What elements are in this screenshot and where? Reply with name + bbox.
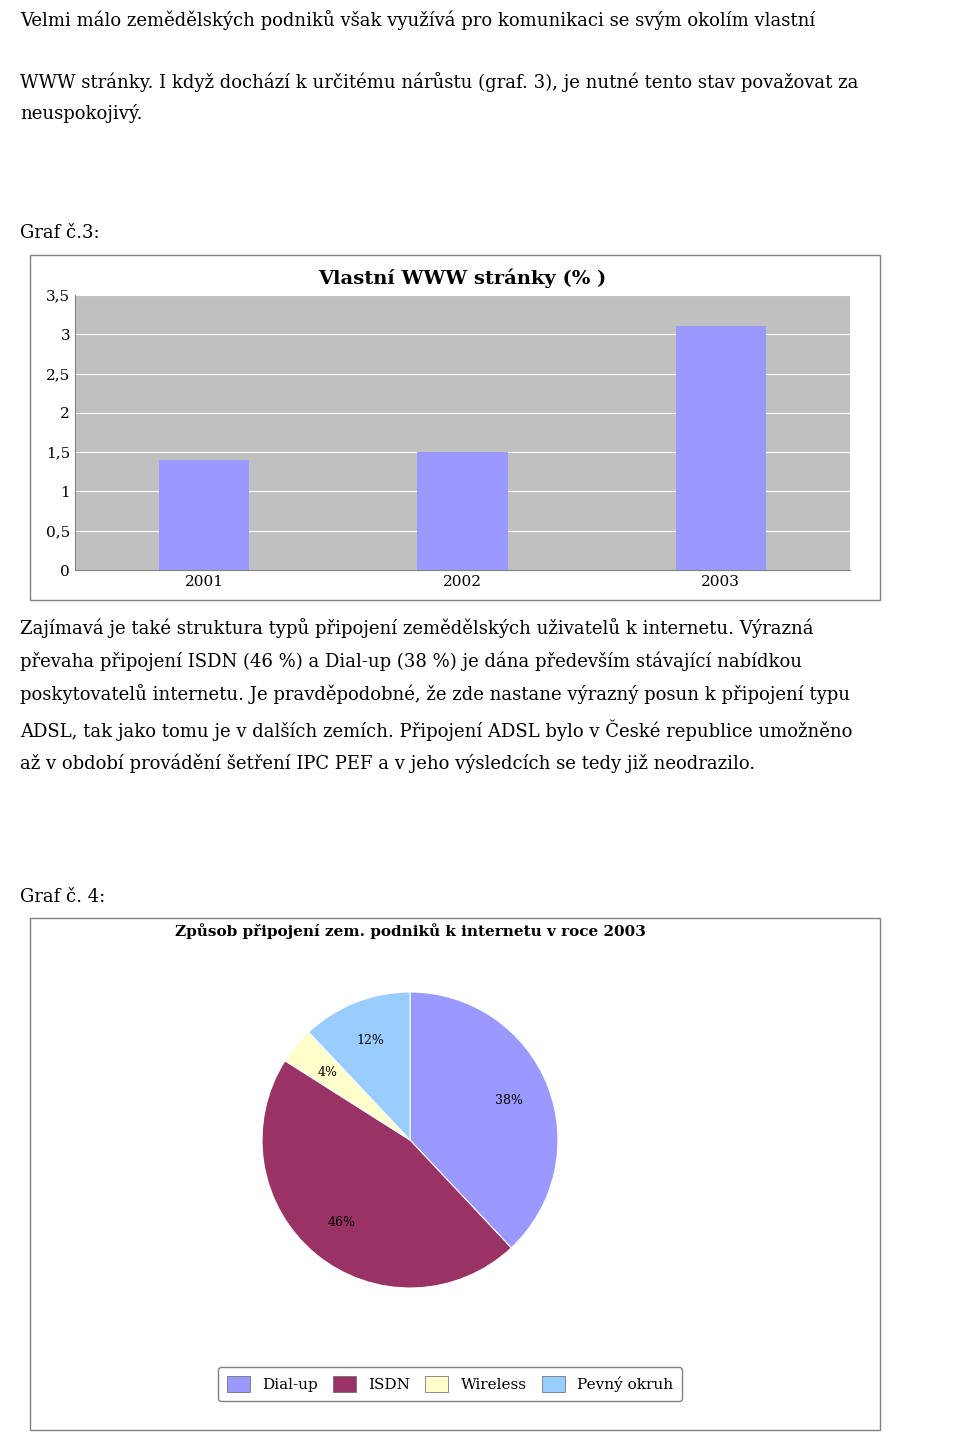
Text: Zajímavá je také struktura typů připojení zemědělských uživatelů k internetu. Vý: Zajímavá je také struktura typů připojen…	[20, 618, 852, 773]
Text: 38%: 38%	[495, 1095, 523, 1108]
Text: 4%: 4%	[318, 1066, 338, 1079]
Text: 46%: 46%	[328, 1216, 356, 1228]
Wedge shape	[309, 992, 410, 1140]
Text: Graf č.3:: Graf č.3:	[20, 224, 100, 242]
Bar	[159, 460, 250, 571]
Wedge shape	[285, 1032, 410, 1140]
Title: Vlastní WWW stránky (% ): Vlastní WWW stránky (% )	[319, 268, 607, 288]
Text: Graf č. 4:: Graf č. 4:	[20, 888, 106, 906]
Legend: Dial-up, ISDN, Wireless, Pevný okruh: Dial-up, ISDN, Wireless, Pevný okruh	[218, 1367, 683, 1402]
Text: 12%: 12%	[357, 1034, 385, 1047]
Wedge shape	[410, 992, 558, 1248]
Text: Velmi málo zemědělských podniků však využívá pro komunikaci se svým okolím vlast: Velmi málo zemědělských podniků však vyu…	[20, 10, 858, 123]
Bar	[676, 326, 766, 571]
Wedge shape	[262, 1061, 512, 1289]
Title: Způsob připojení zem. podniků k internetu v roce 2003: Způsob připojení zem. podniků k internet…	[175, 922, 645, 938]
Bar	[418, 452, 508, 571]
